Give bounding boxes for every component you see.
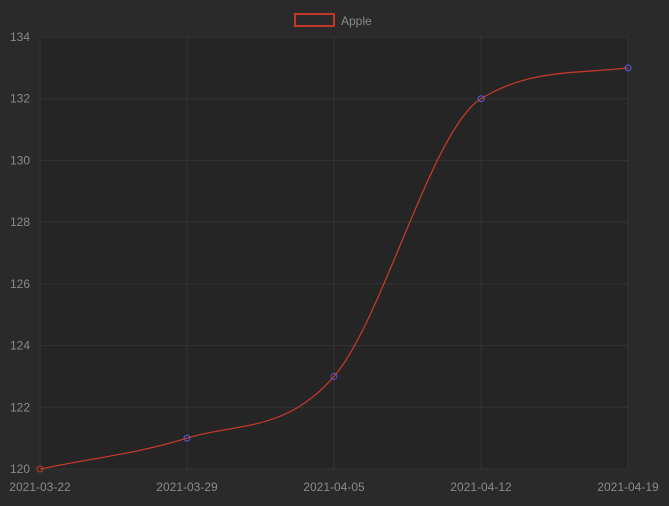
legend-label[interactable]: Apple <box>341 14 372 28</box>
data-point[interactable] <box>330 372 338 380</box>
y-tick-label: 134 <box>10 30 30 44</box>
y-tick-label: 126 <box>10 277 30 291</box>
x-tick-label: 2021-04-19 <box>597 480 659 494</box>
data-point[interactable] <box>183 434 191 442</box>
grid <box>39 36 629 470</box>
data-point[interactable] <box>477 95 485 103</box>
x-tick-label: 2021-04-05 <box>303 480 365 494</box>
y-tick-label: 128 <box>10 215 30 229</box>
y-tick-label: 120 <box>10 462 30 476</box>
series-line <box>39 67 629 470</box>
y-axis: 120 122 124 126 128 130 132 134 <box>10 30 30 476</box>
legend[interactable]: Apple <box>294 13 372 28</box>
y-tick-label: 124 <box>10 339 30 353</box>
y-tick-label: 132 <box>10 92 30 106</box>
x-axis: 2021-03-22 2021-03-29 2021-04-05 2021-04-12… <box>9 480 659 494</box>
x-tick-label: 2021-03-29 <box>156 480 218 494</box>
y-tick-label: 130 <box>10 153 30 167</box>
data-point[interactable] <box>624 64 632 72</box>
series <box>36 64 632 473</box>
x-tick-label: 2021-04-12 <box>450 480 512 494</box>
x-tick-label: 2021-03-22 <box>9 480 71 494</box>
data-point[interactable] <box>36 465 44 473</box>
y-tick-label: 122 <box>10 400 30 414</box>
legend-swatch[interactable] <box>294 13 335 27</box>
